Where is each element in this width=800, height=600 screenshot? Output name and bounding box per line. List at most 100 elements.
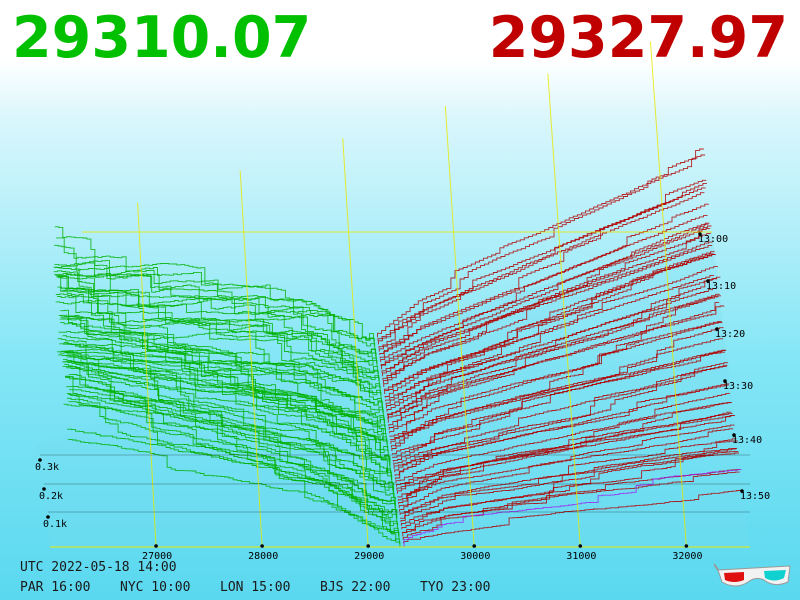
time-tick-mark xyxy=(740,489,744,493)
ask-line xyxy=(379,182,707,355)
time-tick-mark xyxy=(698,232,702,236)
ask-line xyxy=(398,424,735,508)
x-tick-mark xyxy=(366,544,370,548)
bid-line xyxy=(56,237,379,374)
time-tick-label: 13:30 xyxy=(723,381,753,392)
city-time-par: PAR 16:00 xyxy=(20,580,91,595)
bid-line xyxy=(58,314,383,410)
ask-line xyxy=(393,365,727,466)
city-time-nyc: NYC 10:00 xyxy=(120,580,191,595)
ask-line xyxy=(402,469,741,540)
depth-tick-label: 0.1k xyxy=(43,519,67,530)
ask-line xyxy=(378,179,707,352)
price-gridline xyxy=(342,138,369,548)
bid-line xyxy=(65,351,395,502)
ask-line xyxy=(390,322,723,441)
bid-line xyxy=(68,438,399,533)
bid-line xyxy=(55,267,377,360)
depth-axis: 0.3k 0.2k 0.1k xyxy=(35,454,750,530)
depth-tick-mark xyxy=(38,458,42,462)
bid-line xyxy=(56,276,380,381)
price-gridline xyxy=(444,105,475,548)
bid-line xyxy=(53,270,375,343)
time-tick-label: 13:10 xyxy=(706,281,736,292)
x-tick-mark xyxy=(684,544,689,548)
bid-line xyxy=(54,226,377,357)
bid-line xyxy=(64,350,393,487)
bid-line xyxy=(61,317,389,452)
ask-line xyxy=(389,295,722,434)
ask-line xyxy=(383,241,713,387)
bid-line xyxy=(66,393,397,516)
bid-line xyxy=(58,354,382,399)
ask-line xyxy=(384,251,715,398)
x-tick-mark xyxy=(260,544,264,548)
bid-line xyxy=(67,366,398,526)
depth-tick-mark xyxy=(46,515,50,519)
ask-line xyxy=(395,383,730,480)
ask-line xyxy=(386,266,718,416)
x-tick-mark xyxy=(154,544,158,548)
bid-line xyxy=(55,293,378,372)
ask-line xyxy=(385,254,716,405)
ask-line xyxy=(382,244,713,384)
ask-line xyxy=(388,276,721,430)
bid-line xyxy=(66,356,396,512)
ask-line xyxy=(381,222,710,370)
bid-line xyxy=(69,389,401,547)
x-tick-label: 28000 xyxy=(248,551,278,562)
ask-line xyxy=(403,469,742,547)
ask-line xyxy=(392,349,727,462)
bid-line xyxy=(56,348,380,385)
ask-line xyxy=(394,362,729,473)
bid-depth-lines xyxy=(53,226,401,547)
time-tick-mark xyxy=(723,379,727,383)
x-tick-mark xyxy=(472,544,477,548)
ask-line xyxy=(390,338,723,444)
x-tick-label: 27000 xyxy=(142,551,172,562)
bid-line xyxy=(67,360,399,530)
x-tick-label: 29000 xyxy=(354,551,384,562)
ask-line xyxy=(388,293,720,427)
ask-line xyxy=(377,192,705,341)
bid-line xyxy=(59,343,384,417)
x-tick-mark xyxy=(578,544,583,548)
price-gridline xyxy=(547,73,581,548)
bid-price: 29310.07 xyxy=(12,5,312,71)
bid-line xyxy=(54,273,376,350)
bid-line xyxy=(64,342,392,480)
time-tick-mark xyxy=(706,279,710,283)
ask-line xyxy=(377,154,706,345)
ask-line xyxy=(385,253,716,402)
3d-glasses-icon[interactable] xyxy=(714,560,794,592)
time-tick-mark xyxy=(715,327,719,331)
ask-line xyxy=(396,401,732,494)
x-tick-label: 31000 xyxy=(566,551,596,562)
bid-line xyxy=(63,342,391,470)
bid-line xyxy=(57,295,381,389)
time-tick-label: 13:00 xyxy=(698,234,728,245)
bid-line xyxy=(53,260,374,340)
time-tick-mark xyxy=(732,433,736,437)
time-tick-label: 13:50 xyxy=(740,491,770,502)
ask-line xyxy=(386,288,717,409)
bid-line xyxy=(68,401,400,540)
ask-line xyxy=(380,223,709,363)
x-tick-label: 32000 xyxy=(672,551,702,562)
depth-tick-label: 0.3k xyxy=(35,462,59,473)
utc-time: UTC 2022-05-18 14:00 xyxy=(20,560,177,575)
bid-line xyxy=(68,394,399,537)
ask-line xyxy=(386,277,718,412)
bid-line xyxy=(62,335,390,459)
bid-line xyxy=(63,358,391,466)
bid-line xyxy=(57,286,381,392)
ask-line xyxy=(384,274,714,395)
ask-price: 29327.97 xyxy=(488,5,788,71)
depth-tick-label: 0.2k xyxy=(39,491,63,502)
depth-tick-mark xyxy=(42,487,46,491)
ask-line xyxy=(382,225,712,380)
price-gridline xyxy=(649,41,687,548)
ask-line xyxy=(391,305,725,451)
city-time-tyo: TYO 23:00 xyxy=(420,580,491,595)
